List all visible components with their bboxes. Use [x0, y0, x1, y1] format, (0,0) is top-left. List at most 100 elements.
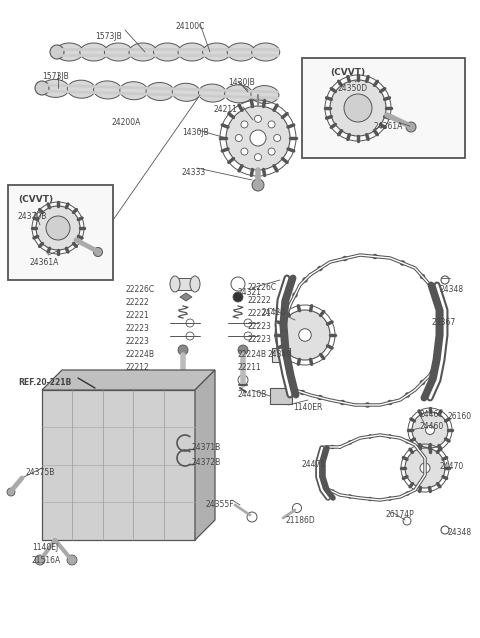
Circle shape: [268, 148, 275, 155]
Text: 1573JB: 1573JB: [42, 72, 69, 81]
Text: 24348: 24348: [447, 528, 471, 537]
Circle shape: [123, 447, 139, 463]
Circle shape: [318, 464, 322, 468]
Text: 22224B: 22224B: [238, 350, 267, 359]
Text: 24348: 24348: [440, 285, 464, 294]
Bar: [272, 348, 290, 362]
Circle shape: [250, 130, 266, 146]
Text: 1573JB: 1573JB: [95, 32, 122, 41]
Circle shape: [351, 101, 365, 115]
Circle shape: [365, 403, 370, 408]
Circle shape: [420, 380, 425, 385]
Circle shape: [292, 503, 301, 512]
Text: 22223: 22223: [248, 335, 272, 344]
Circle shape: [299, 329, 311, 341]
Bar: [270, 388, 292, 404]
Circle shape: [432, 362, 437, 367]
Circle shape: [439, 340, 444, 345]
Text: (CVVT): (CVVT): [330, 68, 365, 77]
Ellipse shape: [198, 84, 227, 102]
Text: 22226C: 22226C: [125, 285, 154, 294]
Circle shape: [247, 512, 257, 522]
Circle shape: [244, 332, 252, 340]
Ellipse shape: [67, 80, 96, 98]
Ellipse shape: [104, 43, 132, 61]
Circle shape: [302, 278, 308, 283]
Circle shape: [50, 45, 64, 59]
Circle shape: [238, 375, 248, 385]
Circle shape: [244, 319, 252, 327]
Circle shape: [400, 260, 405, 265]
Circle shape: [85, 487, 101, 503]
Circle shape: [372, 254, 377, 259]
Circle shape: [441, 276, 449, 284]
Text: 26174P: 26174P: [385, 510, 414, 519]
Text: REF.20-221B: REF.20-221B: [18, 378, 71, 387]
Circle shape: [85, 407, 101, 423]
Circle shape: [331, 489, 335, 494]
Circle shape: [321, 480, 324, 484]
Text: 22223: 22223: [125, 324, 149, 333]
Circle shape: [412, 412, 448, 448]
Circle shape: [340, 400, 345, 405]
Ellipse shape: [203, 43, 230, 61]
Ellipse shape: [170, 276, 180, 292]
Text: 24349: 24349: [268, 350, 292, 359]
Circle shape: [331, 445, 335, 449]
Text: 24211: 24211: [213, 105, 237, 114]
Ellipse shape: [129, 43, 157, 61]
Bar: [8, 185, 113, 280]
Circle shape: [368, 497, 372, 501]
Circle shape: [85, 447, 101, 463]
Ellipse shape: [80, 43, 108, 61]
Circle shape: [300, 390, 305, 395]
Ellipse shape: [55, 43, 83, 61]
Circle shape: [241, 148, 248, 155]
Circle shape: [67, 555, 77, 565]
Text: 21516A: 21516A: [32, 556, 61, 565]
Bar: [175, 278, 195, 290]
Circle shape: [280, 310, 330, 360]
Circle shape: [441, 526, 449, 534]
Circle shape: [425, 426, 434, 434]
Text: 22221: 22221: [125, 311, 149, 320]
Ellipse shape: [120, 82, 148, 100]
Circle shape: [52, 222, 64, 234]
Circle shape: [403, 517, 411, 525]
Ellipse shape: [172, 84, 200, 101]
Circle shape: [288, 380, 292, 385]
Circle shape: [405, 448, 445, 488]
Text: 24355F: 24355F: [205, 500, 234, 509]
Circle shape: [388, 496, 392, 500]
Circle shape: [35, 555, 45, 565]
Text: 24420: 24420: [262, 308, 286, 317]
Text: 24321: 24321: [238, 288, 262, 297]
Text: 24375B: 24375B: [25, 468, 54, 477]
Text: 24371B: 24371B: [192, 443, 221, 452]
Circle shape: [35, 81, 49, 95]
Circle shape: [344, 94, 372, 122]
Circle shape: [292, 292, 298, 297]
Circle shape: [418, 450, 422, 454]
Circle shape: [36, 206, 80, 250]
Text: 24460: 24460: [420, 422, 444, 431]
Circle shape: [388, 434, 392, 438]
Text: 24370B: 24370B: [18, 212, 48, 221]
Circle shape: [321, 450, 324, 454]
Text: 24333: 24333: [182, 168, 206, 177]
Circle shape: [317, 395, 323, 400]
Circle shape: [186, 332, 194, 340]
Text: 24372B: 24372B: [192, 458, 221, 467]
Circle shape: [94, 248, 103, 256]
Text: 26160: 26160: [447, 412, 471, 421]
Circle shape: [7, 488, 15, 496]
Circle shape: [284, 315, 288, 320]
Ellipse shape: [41, 79, 69, 98]
Text: 23367: 23367: [432, 318, 456, 327]
Text: 22223: 22223: [248, 322, 272, 331]
Text: 22211: 22211: [238, 363, 262, 372]
Polygon shape: [42, 370, 215, 390]
Text: 22222: 22222: [125, 298, 149, 307]
Text: 22221: 22221: [248, 309, 272, 318]
Text: 22212: 22212: [125, 363, 149, 372]
